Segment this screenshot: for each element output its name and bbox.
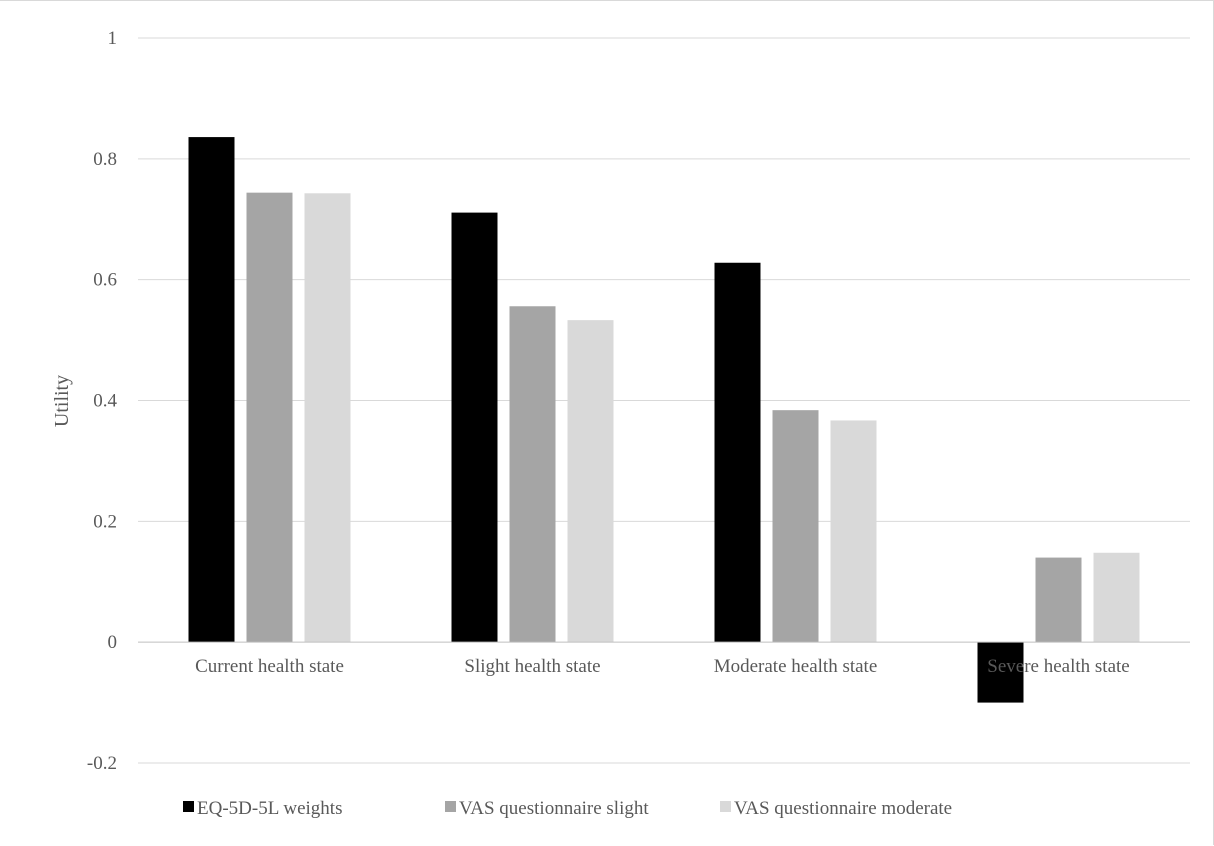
bar [1093,552,1140,643]
bar [977,642,1024,703]
legend-label: VAS questionnaire slight [459,798,649,819]
bar [509,306,556,643]
legend: EQ-5D-5L weights VAS questionnaire slight… [183,798,952,819]
bar [1035,557,1082,643]
x-tick-label: Current health state [195,656,344,677]
x-tick-label: Severe health state [987,656,1129,677]
legend-swatch [183,801,194,812]
y-tick-label: 0 [108,632,118,653]
bar [714,262,761,643]
gridlines [138,37,1190,764]
bar [304,193,351,643]
bar [246,192,293,643]
y-tick-label: 0.6 [93,270,117,291]
y-tick-label: 0.4 [93,391,117,412]
y-tick-label: 1 [108,28,118,49]
legend-swatch [445,801,456,812]
x-tick-label: Moderate health state [714,656,878,677]
axes: -0.2 0 0.2 0.4 0.6 0.8 1 Current health state Sl… [87,28,1190,774]
legend-label: VAS questionnaire moderate [734,798,952,819]
y-tick-label: 0.8 [93,149,117,170]
bars [188,137,1140,703]
y-tick-label: 0.2 [93,511,117,532]
bar [451,212,498,643]
y-tick-label: -0.2 [87,753,117,774]
x-tick-label: Slight health state [464,656,600,677]
bar [830,420,877,643]
bar [772,410,819,643]
bar [567,320,614,643]
legend-label: EQ-5D-5L weights [197,798,342,819]
legend-swatch [720,801,731,812]
bar [188,137,235,643]
y-axis-title: Utility [51,375,73,427]
